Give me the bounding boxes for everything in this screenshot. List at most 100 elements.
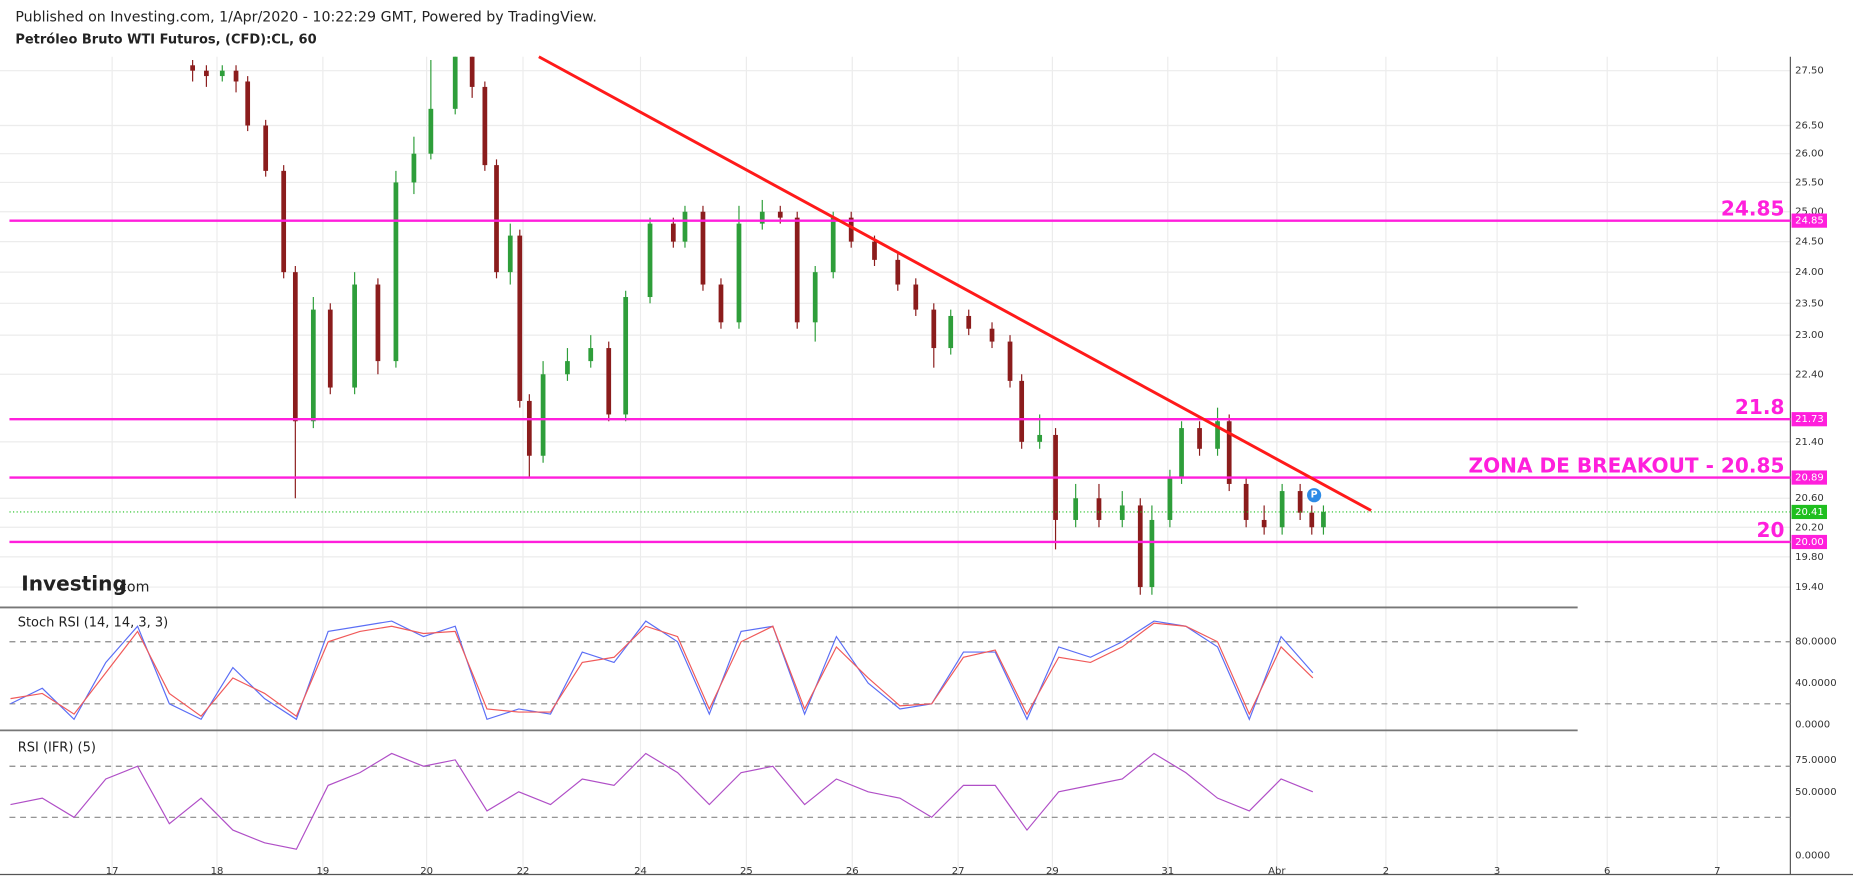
pane-title: RSI (IFR) (5) [18, 741, 96, 756]
price-tag-label: 20.41 [1795, 507, 1824, 518]
candle-body [190, 65, 195, 71]
x-tick-label: 29 [1046, 866, 1059, 877]
candle-body [517, 235, 523, 401]
candle-body [682, 211, 688, 242]
x-tick-label: 19 [316, 866, 329, 877]
x-tick-label: 7 [1714, 866, 1720, 877]
candle-body [540, 374, 546, 456]
candle-body [1226, 421, 1232, 484]
candle-body [327, 309, 333, 388]
y-tick-label: 19.40 [1795, 582, 1824, 593]
candle-body [411, 153, 417, 183]
candle-body [736, 223, 742, 323]
candle-body [507, 235, 513, 273]
event-badge-letter[interactable]: P [1311, 490, 1318, 501]
candle-body [913, 284, 919, 310]
y-tick-label: 24.00 [1795, 267, 1824, 278]
candle-body [233, 70, 239, 82]
logo-brand: Investing [21, 571, 127, 595]
candle-body [623, 297, 629, 415]
candle-body [670, 223, 676, 242]
candle-body [245, 81, 251, 126]
candle-body [1243, 483, 1249, 520]
candle-body [219, 70, 225, 77]
price-tag [1791, 213, 1828, 228]
y-tick-label: 19.80 [1795, 552, 1824, 563]
x-tick-label: 2 [1383, 866, 1389, 877]
event-badge[interactable] [1307, 488, 1322, 503]
level-annotation: 21.8 [1735, 395, 1785, 419]
candle-body [588, 348, 594, 362]
price-tag-label: 24.85 [1795, 216, 1824, 227]
candle-body [794, 217, 800, 323]
y-tick-label: 20.60 [1795, 493, 1824, 504]
symbol-title: Petróleo Bruto WTI Futuros, (CFD):CL, 60 [15, 33, 316, 48]
candle-body [494, 165, 499, 273]
candle-body [647, 223, 653, 298]
candle-body [393, 182, 399, 362]
level-annotation: 24.85 [1721, 197, 1785, 221]
y-tick-label: 75.0000 [1795, 755, 1836, 766]
price-tag [1791, 504, 1828, 520]
y-tick-label: 80.0000 [1795, 637, 1836, 648]
candle-body [830, 217, 836, 273]
candle-body [931, 309, 937, 349]
x-tick-label: 31 [1161, 866, 1174, 877]
y-tick-label: 25.00 [1795, 207, 1824, 218]
candle-body [1119, 505, 1125, 520]
x-tick-label: 3 [1494, 866, 1500, 877]
price-tag-label: 21.73 [1795, 414, 1824, 425]
x-tick-label: 26 [846, 866, 859, 877]
candle-body [565, 361, 570, 375]
candle-body [204, 70, 209, 77]
candle-body [1297, 491, 1303, 513]
y-tick-label: 0.0000 [1795, 851, 1830, 862]
x-tick-label: Abr [1268, 866, 1286, 877]
price-tag-label: 20.89 [1795, 473, 1824, 484]
y-tick-label: 22.40 [1795, 369, 1824, 380]
candle-body [848, 217, 854, 242]
candle-body [1007, 341, 1013, 381]
x-tick-label: 6 [1604, 866, 1610, 877]
candle-body [777, 211, 783, 218]
candle-body [310, 309, 316, 422]
candle-body [759, 211, 765, 224]
grid [0, 56, 1791, 875]
candle-body [1215, 421, 1220, 449]
candle-body [452, 56, 458, 109]
y-tick-label: 26.00 [1795, 149, 1824, 160]
x-tick-label: 27 [952, 866, 965, 877]
candle-body [700, 211, 706, 285]
x-tick-label: 20 [420, 866, 433, 877]
candle-body [966, 315, 972, 329]
candle-body [1279, 491, 1285, 528]
x-tick-label: 18 [211, 866, 224, 877]
overlay: 17 18 19 20 22 24 25 26 27 29 31 Abr 2 3 6 7 27.50 26.50 2… [9, 55, 1837, 877]
x-tick-label: 22 [517, 866, 530, 877]
candle-body [1149, 519, 1155, 588]
candle-body [292, 272, 298, 422]
indicator-line [10, 752, 1314, 850]
y-tick-label: 21.40 [1795, 437, 1824, 448]
candle-body [718, 284, 724, 323]
y-tick-label: 50.0000 [1795, 787, 1836, 798]
candle-body [872, 241, 877, 260]
candle-body [352, 284, 357, 388]
candle-body [1019, 380, 1025, 442]
candle-body [895, 259, 901, 285]
level-annotation: 20 [1757, 518, 1785, 542]
candle-body [1037, 434, 1043, 442]
candle-body [1179, 428, 1184, 477]
y-tick-label: 27.50 [1795, 66, 1824, 77]
y-tick-label: 20.20 [1795, 522, 1824, 533]
y-tick-label: 26.50 [1795, 120, 1824, 131]
candle-body [1261, 519, 1267, 528]
x-tick-label: 17 [106, 866, 119, 877]
price-tag [1791, 470, 1828, 485]
price-tag [1791, 412, 1828, 427]
candle-body [812, 272, 818, 323]
candle-body [1167, 476, 1173, 520]
x-tick-label: 25 [740, 866, 753, 877]
logo-suffix: .com [115, 579, 150, 595]
